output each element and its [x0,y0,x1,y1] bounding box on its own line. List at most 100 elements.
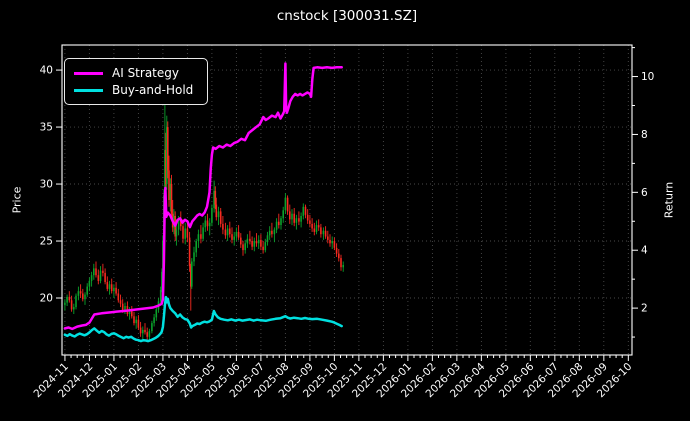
candle-body [342,265,344,268]
candle-body [131,310,133,317]
candle-body [313,228,316,232]
return-tick-label: 6 [641,187,648,199]
candle-body [224,229,227,236]
candle-body [219,211,222,224]
candle-body [99,270,102,281]
candle-body [168,170,170,200]
candle-body [79,291,82,294]
candle-body [333,241,336,248]
candle-body [128,310,131,314]
candle-body [240,237,242,245]
candle-body [289,211,291,220]
candlestick-series [64,102,344,341]
grid-layer [62,45,632,355]
candle-body [262,246,264,251]
candle-body [186,228,189,238]
candle-body [165,149,167,185]
candle-body [242,244,244,251]
candle-body [214,190,217,205]
return-tick-label: 4 [641,245,648,257]
candle-body [309,220,311,224]
price-tick-label: 25 [40,236,53,248]
candle-body [206,220,209,227]
candle-body [211,208,213,223]
candle-body [215,204,218,218]
candle-body [278,221,280,226]
return-tick-label: 2 [641,303,648,315]
candle-body [159,290,162,302]
candle-body [121,303,124,311]
candle-body [231,234,233,240]
ai-strategy-line-swatch [74,71,103,75]
candle-body [164,149,166,196]
candle-body [217,211,220,218]
candle-body [204,220,207,228]
candle-body [73,307,75,310]
candle-body [70,300,73,310]
candle-body [68,296,71,301]
candle-body [295,218,298,223]
candle-body [169,184,172,200]
candle-body [82,293,84,300]
candle-body [104,272,106,282]
candle-body [275,221,278,230]
candle-body [226,228,229,236]
candle-body [191,261,193,287]
candle-body [155,309,158,318]
candle-body [340,258,342,268]
candle-body [102,270,104,273]
candle-body [229,228,231,235]
candle-body [190,266,192,287]
price-tick-label: 40 [40,65,53,77]
candle-body [139,327,142,334]
candle-body [320,227,322,235]
candle-body [97,275,100,281]
candle-body [188,237,191,267]
candle-body [286,197,289,212]
candle-body [338,253,340,259]
candle-body [144,329,146,333]
candle-body [77,291,80,296]
candle-body [90,275,93,281]
candle-body [322,230,325,235]
candle-body [233,236,235,240]
ai-strategy-line [63,62,343,331]
buy-and-hold-line [63,295,343,343]
tick-labels: 2024-112024-122025-012025-022025-032025-… [32,65,655,401]
candle-body [170,184,173,214]
legend-label-buy-and-hold: Buy-and-Hold [112,83,194,97]
candle-body [184,228,186,239]
candle-body [177,220,180,230]
candle-body [282,210,284,219]
candle-body [95,268,97,276]
candle-body [133,316,135,324]
candle-body [195,241,197,253]
candle-body [202,227,204,239]
candle-body [124,306,126,311]
candle-body [311,223,313,229]
candle-body [75,295,77,308]
candle-body [244,243,246,251]
candle-body [273,229,276,235]
axis-ticks [56,47,638,361]
candle-body [108,284,111,289]
return-tick-label: 10 [641,71,654,83]
candle-body [255,241,258,244]
candle-body [246,238,249,244]
candle-body [327,236,329,240]
candle-body [331,241,333,244]
candle-body [213,190,215,208]
candle-body [106,282,109,289]
candle-body [66,296,68,303]
candle-body [64,302,66,305]
candle-body [197,234,200,241]
candle-body [113,287,115,292]
candle-body [304,206,307,215]
legend-item-buy-and-hold: Buy-and-Hold [74,84,198,96]
candle-body [200,234,202,239]
candle-body [193,252,195,262]
candle-body [182,226,184,239]
candle-body [88,280,91,287]
buy-and-hold-line-swatch [74,88,103,92]
